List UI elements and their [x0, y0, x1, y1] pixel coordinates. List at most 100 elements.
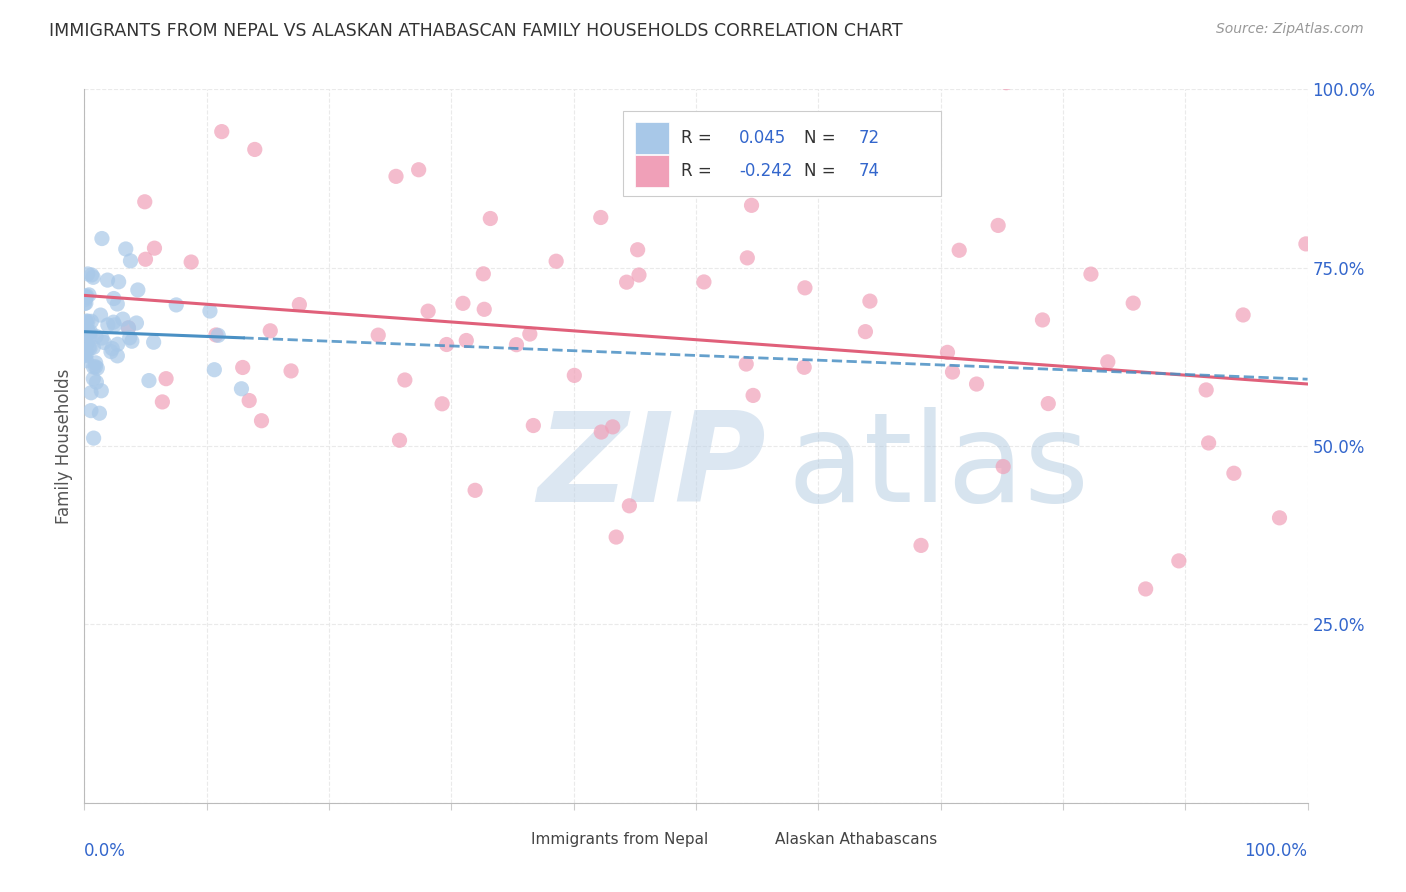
Point [142, 335, 165, 350]
Point [741, 198, 763, 212]
Point [75, 353, 97, 368]
Point [84, 356, 107, 370]
Point [250, 414, 273, 428]
Point [90, 308, 112, 322]
Point [408, 162, 430, 177]
Point [479, 211, 502, 226]
Text: R =: R = [682, 128, 717, 146]
Text: 0.0%: 0.0% [84, 842, 127, 860]
Point [1135, 582, 1157, 596]
Point [430, 397, 453, 411]
Point [436, 337, 458, 351]
Point [472, 302, 495, 317]
Point [73, 293, 96, 307]
Point [111, 312, 134, 326]
Point [107, 275, 129, 289]
Point [75, 314, 97, 328]
Point [793, 281, 815, 295]
Point [627, 243, 650, 257]
Point [93, 335, 115, 350]
Point [100, 344, 122, 359]
Point [1122, 296, 1144, 310]
Point [90, 384, 112, 398]
Point [202, 362, 225, 376]
Point [117, 321, 139, 335]
Point [105, 297, 128, 311]
Point [627, 268, 650, 282]
Text: 0.045: 0.045 [738, 128, 786, 146]
Point [519, 326, 541, 341]
Point [150, 395, 173, 409]
Point [77, 325, 100, 339]
Point [546, 254, 568, 268]
Point [121, 334, 143, 349]
Point [693, 275, 716, 289]
Text: -0.242: -0.242 [738, 162, 792, 180]
Point [259, 324, 281, 338]
Point [1080, 267, 1102, 281]
Point [75, 343, 97, 358]
Point [910, 538, 932, 552]
Point [73, 317, 96, 331]
Point [73, 347, 96, 361]
Bar [488, 832, 522, 855]
Point [107, 337, 129, 351]
Point [198, 304, 221, 318]
Text: R =: R = [682, 162, 717, 180]
Point [80, 314, 103, 328]
Text: N =: N = [804, 162, 841, 180]
Point [105, 349, 128, 363]
Point [120, 253, 142, 268]
Point [73, 296, 96, 310]
Point [104, 318, 127, 332]
Point [1195, 383, 1218, 397]
Point [966, 377, 988, 392]
Point [1038, 396, 1060, 410]
Point [238, 393, 260, 408]
Point [416, 304, 439, 318]
Point [231, 382, 253, 396]
Point [288, 297, 311, 311]
Point [605, 530, 627, 544]
Point [737, 251, 759, 265]
Point [75, 296, 97, 310]
Point [134, 194, 156, 209]
Point [83, 359, 105, 374]
Point [83, 431, 105, 445]
Point [243, 143, 266, 157]
Point [76, 289, 98, 303]
Point [86, 361, 108, 376]
Point [125, 316, 148, 330]
Point [165, 298, 187, 312]
Point [77, 288, 100, 302]
Point [948, 244, 970, 258]
Point [616, 275, 638, 289]
Point [855, 325, 877, 339]
Point [367, 328, 389, 343]
Text: atlas: atlas [787, 407, 1090, 528]
Point [76, 337, 98, 351]
Text: N =: N = [804, 128, 841, 146]
Point [280, 364, 302, 378]
Point [1223, 467, 1246, 481]
Text: 100.0%: 100.0% [1244, 842, 1308, 860]
Point [84, 359, 107, 374]
Point [75, 290, 97, 304]
Point [76, 267, 98, 281]
Point [394, 373, 416, 387]
Point [211, 125, 233, 139]
Point [103, 292, 125, 306]
Point [472, 267, 495, 281]
Point [1268, 511, 1291, 525]
Point [385, 169, 408, 184]
Point [562, 368, 585, 383]
Point [793, 360, 815, 375]
Point [77, 314, 100, 328]
Point [180, 255, 202, 269]
Point [118, 331, 141, 345]
Point [90, 331, 112, 345]
Point [77, 326, 100, 340]
Point [591, 425, 613, 439]
Text: 74: 74 [859, 162, 880, 180]
Point [456, 334, 478, 348]
